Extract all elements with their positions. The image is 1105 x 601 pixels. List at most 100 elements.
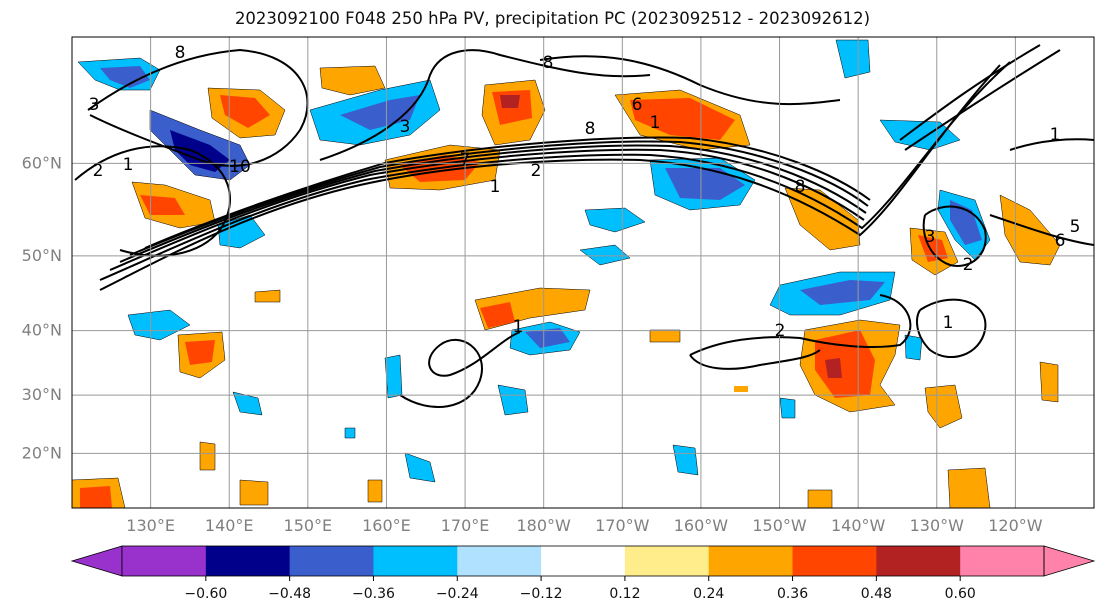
- latitude-label: 40°N: [22, 321, 62, 340]
- precip-negative-region: [497, 384, 529, 416]
- precip-positive-region: [734, 386, 748, 392]
- colorbar-tick-label: −0.60: [184, 586, 227, 601]
- pv-contour: [144, 136, 871, 249]
- colorbar-extend-low: [70, 545, 123, 577]
- pv-contour-label: 8: [175, 43, 186, 63]
- pv-contour: [904, 49, 1061, 151]
- precip-negative-region: [672, 444, 699, 476]
- precip-positive-region: [480, 302, 515, 328]
- precip-positive-region: [630, 98, 735, 140]
- precip-positive-region: [80, 486, 112, 508]
- colorbar-segment: [122, 546, 207, 576]
- pv-contour: [319, 49, 651, 161]
- precip-negative-region: [232, 391, 263, 416]
- precip-positive-region: [924, 384, 963, 429]
- colorbar-tick-label: −0.36: [352, 586, 395, 601]
- pv-contour: [119, 144, 867, 263]
- colorbar-segment: [708, 546, 794, 576]
- precip-negative-region: [779, 397, 796, 419]
- precip-negative-region: [665, 168, 745, 200]
- pv-contour-label: 3: [925, 227, 936, 247]
- precip-positive-region: [807, 489, 833, 508]
- pv-contour: [539, 55, 841, 106]
- pv-contour: [129, 140, 869, 256]
- figure-title: 2023092100 F048 250 hPa PV, precipitatio…: [234, 9, 871, 28]
- longitude-label: 150°E: [284, 516, 333, 535]
- pv-contour: [99, 64, 1001, 291]
- precip-negative-region: [579, 244, 631, 266]
- pv-contour-label: 7: [460, 150, 471, 170]
- pv-contours: [74, 44, 1094, 408]
- latitude-label: 60°N: [22, 153, 62, 172]
- colorbar-tick-label: 0.60: [945, 586, 976, 601]
- pv-contour-label: 1: [1050, 125, 1061, 145]
- pv-contour: [916, 298, 987, 359]
- colorbar-segment: [289, 546, 374, 576]
- precip-positive-region: [239, 479, 269, 506]
- pv-contour: [399, 331, 521, 408]
- pv-contour: [109, 148, 865, 271]
- colorbar-tick-label: 0.48: [861, 586, 892, 601]
- colorbar-tick-label: 0.12: [609, 586, 640, 601]
- colorbar-tick-label: −0.12: [520, 586, 563, 601]
- longitude-label: 130°W: [910, 516, 965, 535]
- colorbar-outline: [121, 545, 1045, 577]
- longitude-label: 140°E: [205, 516, 254, 535]
- pv-contour-label: 3: [89, 95, 100, 115]
- pv-contour-label: 1: [650, 113, 661, 133]
- pv-contour-label: 2: [531, 161, 542, 181]
- map-frame: [71, 36, 1095, 509]
- colorbar-segment: [205, 546, 291, 576]
- precip-positive-region: [500, 95, 520, 108]
- latitude-labels: 20°N 30°N 40°N 50°N 60°N: [22, 153, 62, 462]
- longitude-label: 130°E: [126, 516, 175, 535]
- colorbar-segment: [624, 546, 710, 576]
- pv-contour-label: 6: [1055, 231, 1066, 251]
- colorbar-segment: [457, 546, 542, 576]
- latitude-label: 50°N: [22, 246, 62, 265]
- precip-shading: [72, 39, 1061, 508]
- pv-contour-label: 8: [585, 119, 596, 139]
- colorbar-segment: [792, 546, 877, 576]
- latitude-label: 20°N: [22, 443, 62, 462]
- colorbar-segment: [960, 546, 1045, 576]
- precip-negative-region: [384, 354, 403, 399]
- longitude-label: 150°W: [752, 516, 807, 535]
- precip-negative-region: [340, 95, 420, 130]
- graticule: [72, 37, 1094, 508]
- precip-positive-region: [1039, 361, 1059, 403]
- pv-contour-label: 6: [632, 95, 643, 115]
- precip-negative-region: [835, 39, 871, 79]
- colorbar-segment: [373, 546, 458, 576]
- colorbar-extend-high: [1043, 545, 1096, 577]
- colorbar-segment: [876, 546, 961, 576]
- precip-positive-region: [140, 195, 185, 215]
- precip-negative-region: [584, 207, 646, 233]
- colorbar-tick-labels: −0.60 −0.48 −0.36 −0.24 −0.12 0.12 0.24 0.36 0.4…: [184, 576, 976, 601]
- longitude-label: 160°E: [362, 516, 411, 535]
- precip-positive-region: [199, 441, 216, 471]
- pv-contour: [689, 349, 821, 370]
- precip-negative-region: [950, 200, 982, 245]
- longitude-label: 140°W: [831, 516, 886, 535]
- pv-contour-label: 8: [795, 177, 806, 197]
- precip-positive-region: [319, 65, 386, 96]
- pv-contour-label: 8: [543, 53, 554, 73]
- precip-negative-region: [904, 334, 923, 361]
- pv-contour-label: 3: [400, 117, 411, 137]
- precip-negative-region: [170, 130, 230, 172]
- precip-negative-region: [525, 328, 570, 348]
- pv-contour-label: 1: [490, 177, 501, 197]
- longitude-label: 120°W: [988, 516, 1043, 535]
- precip-positive-region: [649, 329, 681, 343]
- pv-contour-label: 2: [775, 321, 786, 341]
- colorbar-tick-label: −0.24: [436, 586, 479, 601]
- longitude-label: 180°W: [517, 516, 572, 535]
- precip-positive-region: [825, 358, 842, 378]
- precip-negative-region: [344, 427, 356, 439]
- pv-contour-label: 2: [963, 255, 974, 275]
- pv-contour: [989, 214, 1094, 246]
- pv-contour: [99, 61, 1011, 281]
- precip-positive-region: [185, 340, 215, 365]
